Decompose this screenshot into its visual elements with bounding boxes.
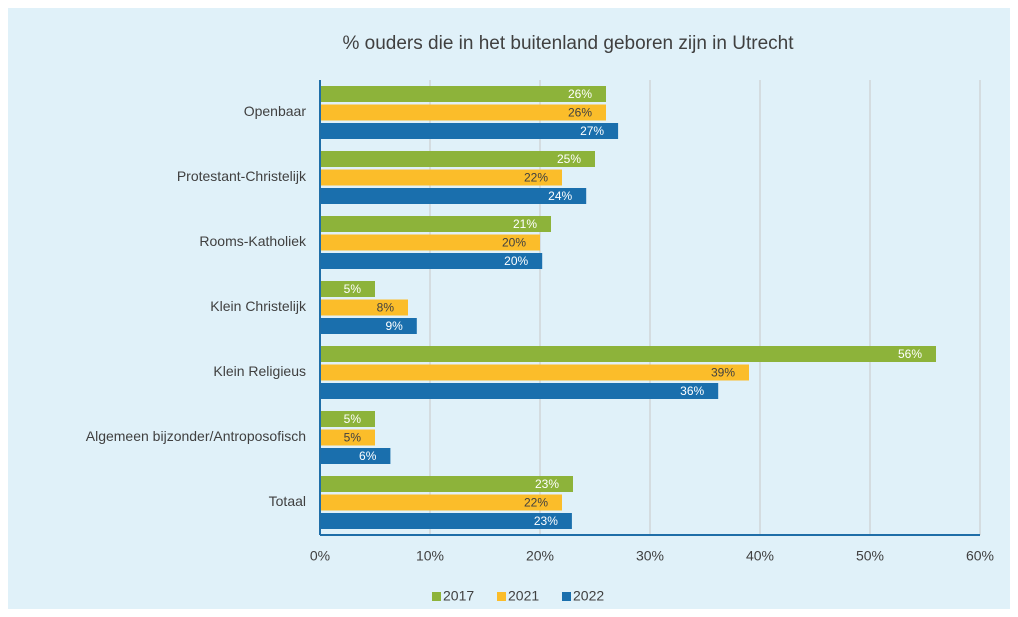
y-tick-label: Protestant-Christelijk	[177, 168, 307, 184]
y-tick-label: Openbaar	[244, 103, 307, 119]
bar	[320, 318, 417, 334]
data-label: 23%	[534, 514, 558, 528]
data-label: 21%	[513, 217, 537, 231]
y-tick-label: Klein Religieus	[213, 363, 306, 379]
bar	[320, 169, 562, 186]
legend-label: 2022	[573, 588, 604, 604]
data-label: 39%	[711, 366, 735, 380]
data-label: 26%	[568, 87, 592, 101]
bar	[320, 123, 619, 139]
data-label: 5%	[344, 431, 362, 445]
bar	[320, 188, 587, 204]
bar	[320, 513, 572, 529]
bar	[320, 104, 606, 121]
data-label: 26%	[568, 106, 592, 120]
bar	[320, 299, 408, 316]
y-tick-label: Totaal	[269, 493, 306, 509]
data-label: 20%	[504, 254, 528, 268]
bar	[320, 151, 595, 167]
bar	[320, 494, 562, 511]
x-tick-label: 20%	[526, 548, 554, 564]
data-label: 22%	[524, 496, 548, 510]
x-tick-label: 0%	[310, 548, 330, 564]
x-tick-label: 30%	[636, 548, 664, 564]
data-label: 24%	[548, 189, 572, 203]
bar	[320, 234, 540, 251]
legend-swatch	[562, 592, 571, 601]
data-label: 23%	[535, 477, 559, 491]
chart-title: % ouders die in het buitenland geboren z…	[342, 33, 794, 54]
legend-swatch	[497, 592, 506, 601]
bar	[320, 411, 375, 427]
bar	[320, 383, 719, 399]
data-label: 6%	[359, 449, 377, 463]
data-label: 8%	[377, 301, 395, 315]
bar	[320, 86, 606, 102]
data-label: 9%	[385, 319, 403, 333]
y-tick-label: Klein Christelijk	[210, 298, 307, 314]
data-label: 27%	[580, 124, 604, 138]
bar	[320, 476, 573, 492]
data-label: 20%	[502, 236, 526, 250]
data-label: 25%	[557, 152, 581, 166]
bar	[320, 364, 749, 381]
x-tick-label: 10%	[416, 548, 444, 564]
data-label: 5%	[344, 282, 362, 296]
x-tick-label: 40%	[746, 548, 774, 564]
data-label: 22%	[524, 171, 548, 185]
bar	[320, 346, 936, 362]
bar	[320, 281, 375, 297]
y-tick-label: Algemeen bijzonder/Antroposofisch	[86, 428, 306, 444]
y-tick-label: Rooms-Katholiek	[199, 233, 307, 249]
bar	[320, 429, 375, 446]
bar	[320, 448, 391, 464]
x-tick-label: 60%	[966, 548, 994, 564]
bar	[320, 253, 543, 269]
legend-swatch	[432, 592, 441, 601]
data-label: 56%	[898, 347, 922, 361]
legend-label: 2021	[508, 588, 539, 604]
data-label: 5%	[344, 412, 362, 426]
bar	[320, 216, 551, 232]
data-label: 36%	[680, 384, 704, 398]
legend-label: 2017	[443, 588, 474, 604]
x-tick-label: 50%	[856, 548, 884, 564]
